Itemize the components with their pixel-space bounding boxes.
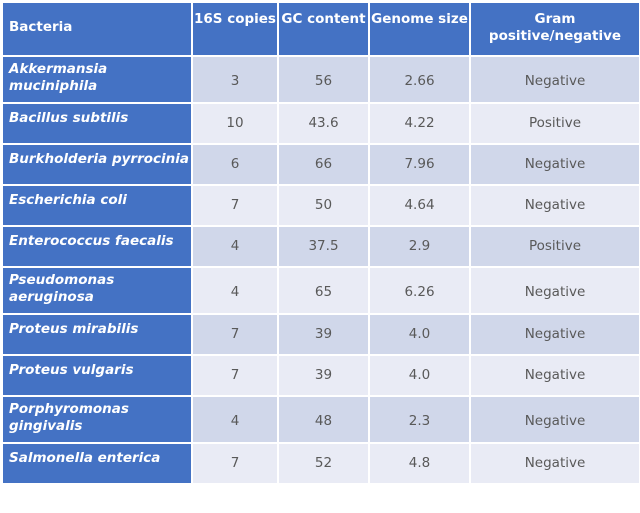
bacteria-name-cell: Salmonella enterica [3,444,191,483]
gram-stain-cell: Negative [471,397,639,442]
bacteria-name-cell: Escherichia coli [3,186,191,225]
gc-content-cell: 48 [279,397,368,442]
table-row: Akkermansia muciniphila 3 56 2.66 Negati… [3,57,639,102]
bacteria-name-cell: Pseudomonas aeruginosa [3,268,191,313]
bacteria-name-cell: Akkermansia muciniphila [3,57,191,102]
gc-content-cell: 56 [279,57,368,102]
header-bacteria: Bacteria [3,3,191,55]
table-row: Burkholderia pyrrocinia 6 66 7.96 Negati… [3,145,639,184]
gram-stain-cell: Negative [471,145,639,184]
header-gram-stain: Gram positive/negative [471,3,639,55]
bacteria-name-cell: Enterococcus faecalis [3,227,191,266]
genome-size-cell: 2.3 [370,397,469,442]
table-row: Salmonella enterica 7 52 4.8 Negative [3,444,639,483]
table-row: Pseudomonas aeruginosa 4 65 6.26 Negativ… [3,268,639,313]
gc-content-cell: 52 [279,444,368,483]
genome-size-cell: 4.22 [370,104,469,143]
copies-cell: 7 [193,315,277,354]
gc-content-cell: 39 [279,315,368,354]
genome-size-cell: 4.0 [370,315,469,354]
genome-size-cell: 4.0 [370,356,469,395]
genome-size-cell: 2.9 [370,227,469,266]
header-gc-content: GC content [279,3,368,55]
gc-content-cell: 66 [279,145,368,184]
table-row: Enterococcus faecalis 4 37.5 2.9 Positiv… [3,227,639,266]
gram-stain-cell: Negative [471,315,639,354]
genome-size-cell: 2.66 [370,57,469,102]
genome-size-cell: 4.8 [370,444,469,483]
bacteria-name-cell: Porphyromonas gingivalis [3,397,191,442]
bacteria-name-cell: Burkholderia pyrrocinia [3,145,191,184]
gram-stain-cell: Negative [471,444,639,483]
table-row: Bacillus subtilis 10 43.6 4.22 Positive [3,104,639,143]
bacteria-table: Bacteria 16S copies GC content Genome si… [1,1,640,485]
gram-stain-cell: Positive [471,227,639,266]
gc-content-cell: 50 [279,186,368,225]
header-genome-size: Genome size [370,3,469,55]
gc-content-cell: 65 [279,268,368,313]
table-row: Porphyromonas gingivalis 4 48 2.3 Negati… [3,397,639,442]
gram-stain-cell: Positive [471,104,639,143]
gc-content-cell: 39 [279,356,368,395]
bacteria-name-cell: Proteus vulgaris [3,356,191,395]
table-body: Akkermansia muciniphila 3 56 2.66 Negati… [3,57,639,483]
copies-cell: 3 [193,57,277,102]
table-row: Proteus mirabilis 7 39 4.0 Negative [3,315,639,354]
genome-size-cell: 4.64 [370,186,469,225]
copies-cell: 7 [193,356,277,395]
header-row: Bacteria 16S copies GC content Genome si… [3,3,639,55]
copies-cell: 7 [193,444,277,483]
gc-content-cell: 37.5 [279,227,368,266]
bacteria-name-cell: Proteus mirabilis [3,315,191,354]
gc-content-cell: 43.6 [279,104,368,143]
genome-size-cell: 7.96 [370,145,469,184]
copies-cell: 4 [193,397,277,442]
copies-cell: 10 [193,104,277,143]
gram-stain-cell: Negative [471,268,639,313]
table-row: Proteus vulgaris 7 39 4.0 Negative [3,356,639,395]
copies-cell: 7 [193,186,277,225]
copies-cell: 6 [193,145,277,184]
gram-stain-cell: Negative [471,186,639,225]
gram-stain-cell: Negative [471,356,639,395]
bacteria-name-cell: Bacillus subtilis [3,104,191,143]
gram-stain-cell: Negative [471,57,639,102]
table-row: Escherichia coli 7 50 4.64 Negative [3,186,639,225]
header-16s-copies: 16S copies [193,3,277,55]
copies-cell: 4 [193,268,277,313]
genome-size-cell: 6.26 [370,268,469,313]
table-header: Bacteria 16S copies GC content Genome si… [3,3,639,55]
copies-cell: 4 [193,227,277,266]
